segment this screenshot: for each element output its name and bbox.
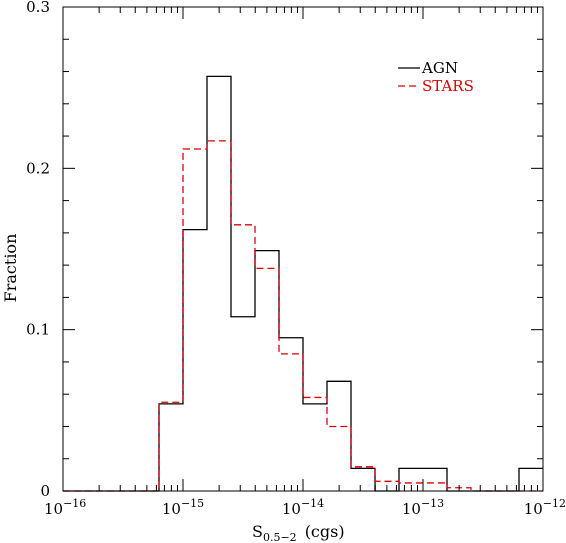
x-tick-label-base: 10 — [402, 500, 421, 518]
series-stars-line — [63, 140, 543, 492]
x-tick-label-exponent: −16 — [63, 497, 86, 510]
plot-area — [63, 75, 543, 492]
y-tick-label: 0.1 — [26, 321, 50, 339]
series-agn-line — [63, 75, 543, 492]
x-tick-label-base: 10 — [282, 500, 301, 518]
legend-label-stars: STARS — [422, 77, 474, 95]
y-axis-label: Fraction — [1, 234, 20, 303]
y-tick-label: 0.2 — [26, 159, 50, 177]
x-tick-label-base: 10 — [44, 500, 63, 518]
x-tick-label: 10−14 — [282, 497, 324, 518]
x-tick-label-base: 10 — [162, 500, 181, 518]
x-tick-label: 10−13 — [402, 497, 444, 518]
axis-labels: Fraction S0.5−2 (cgs) — [1, 234, 345, 543]
x-tick-label-exponent: −15 — [181, 497, 204, 510]
x-tick-label: 10−16 — [44, 497, 86, 518]
y-tick-label: 0.3 — [26, 0, 50, 16]
x-tick-label: 10−12 — [524, 497, 566, 518]
legend-label-agn: AGN — [421, 59, 458, 77]
x-tick-label: 10−15 — [162, 497, 204, 518]
x-tick-label-exponent: −13 — [421, 497, 444, 510]
x-axis-label-subscript: 0.5−2 — [263, 531, 297, 543]
x-tick-label-exponent: −12 — [543, 497, 566, 510]
x-tick-label-exponent: −14 — [301, 497, 324, 510]
x-axis-label-main: S — [252, 522, 263, 541]
x-axis-label: S0.5−2 (cgs) — [252, 522, 345, 543]
x-tick-label-base: 10 — [524, 500, 543, 518]
y-tick-label: 0 — [40, 482, 50, 500]
x-axis-label-unit: (cgs) — [305, 522, 345, 541]
